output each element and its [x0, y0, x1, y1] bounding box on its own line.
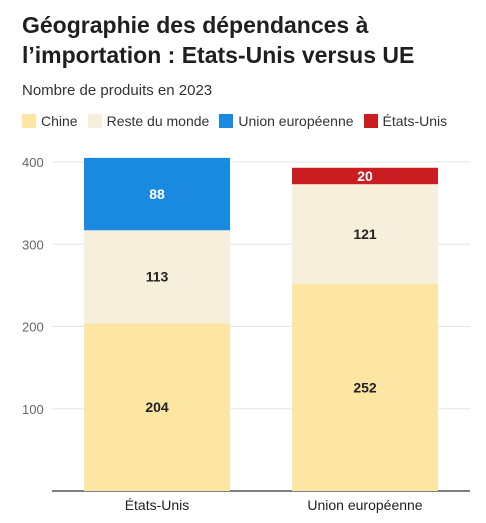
legend-swatch-union-europeenne	[219, 114, 234, 128]
bar-etats-unis-reste-du-monde	[84, 230, 230, 324]
value-label-union-europeenne-reste-du-monde: 121	[353, 226, 377, 242]
y-tick-label-200: 200	[22, 320, 44, 335]
legend-swatch-chine	[22, 114, 36, 128]
value-label-etats-unis-chine: 204	[145, 399, 169, 415]
legend-label-reste-du-monde: Reste du monde	[106, 113, 210, 129]
value-labels: 204 113 88 252 121 20	[145, 168, 377, 415]
bar-etats-unis-union-europeenne	[84, 157, 230, 231]
bar-union-europeenne-chine	[292, 283, 438, 491]
legend-item-chine: Chine	[22, 113, 78, 129]
y-tick-label-400: 400	[22, 155, 44, 170]
bars	[84, 157, 438, 491]
legend-item-union-europeenne: Union européenne	[219, 113, 354, 129]
category-labels: États-Unis Union européenne	[125, 497, 423, 513]
chart-title: Géographie des dépendances à l’importati…	[22, 12, 415, 68]
y-tick-label-300: 300	[22, 237, 44, 252]
legend-label-chine: Chine	[41, 113, 78, 129]
chart-subtitle: Nombre de produits en 2023	[22, 82, 213, 99]
legend-swatch-reste-du-monde	[87, 114, 102, 128]
legend-label-etats-unis: États-Unis	[382, 113, 448, 129]
y-tick-label-100: 100	[22, 402, 44, 417]
x-tick-label-1: Union européenne	[307, 497, 422, 513]
value-label-etats-unis-reste-du-monde: 113	[146, 269, 169, 285]
legend-label-union-europeenne: Union européenne	[238, 113, 354, 129]
value-label-etats-unis-union-europeenne: 88	[149, 186, 165, 202]
stacked-bar-chart: 100 200 300 400 204 113 88 252 121 20 États-Unis…	[22, 155, 470, 513]
legend: Chine Reste du monde Union européenne Ét…	[22, 111, 447, 131]
legend-swatch-etats-unis	[363, 114, 378, 128]
bar-etats-unis-chine	[84, 323, 230, 491]
value-label-union-europeenne-etats-unis: 20	[357, 168, 373, 184]
legend-item-etats-unis: États-Unis	[363, 113, 448, 129]
value-label-union-europeenne-chine: 252	[353, 379, 377, 395]
x-tick-label-0: États-Unis	[125, 497, 190, 513]
bar-union-europeenne-reste-du-monde	[292, 184, 438, 284]
bar-union-europeenne-etats-unis	[292, 167, 438, 185]
legend-item-reste-du-monde: Reste du monde	[87, 113, 210, 129]
